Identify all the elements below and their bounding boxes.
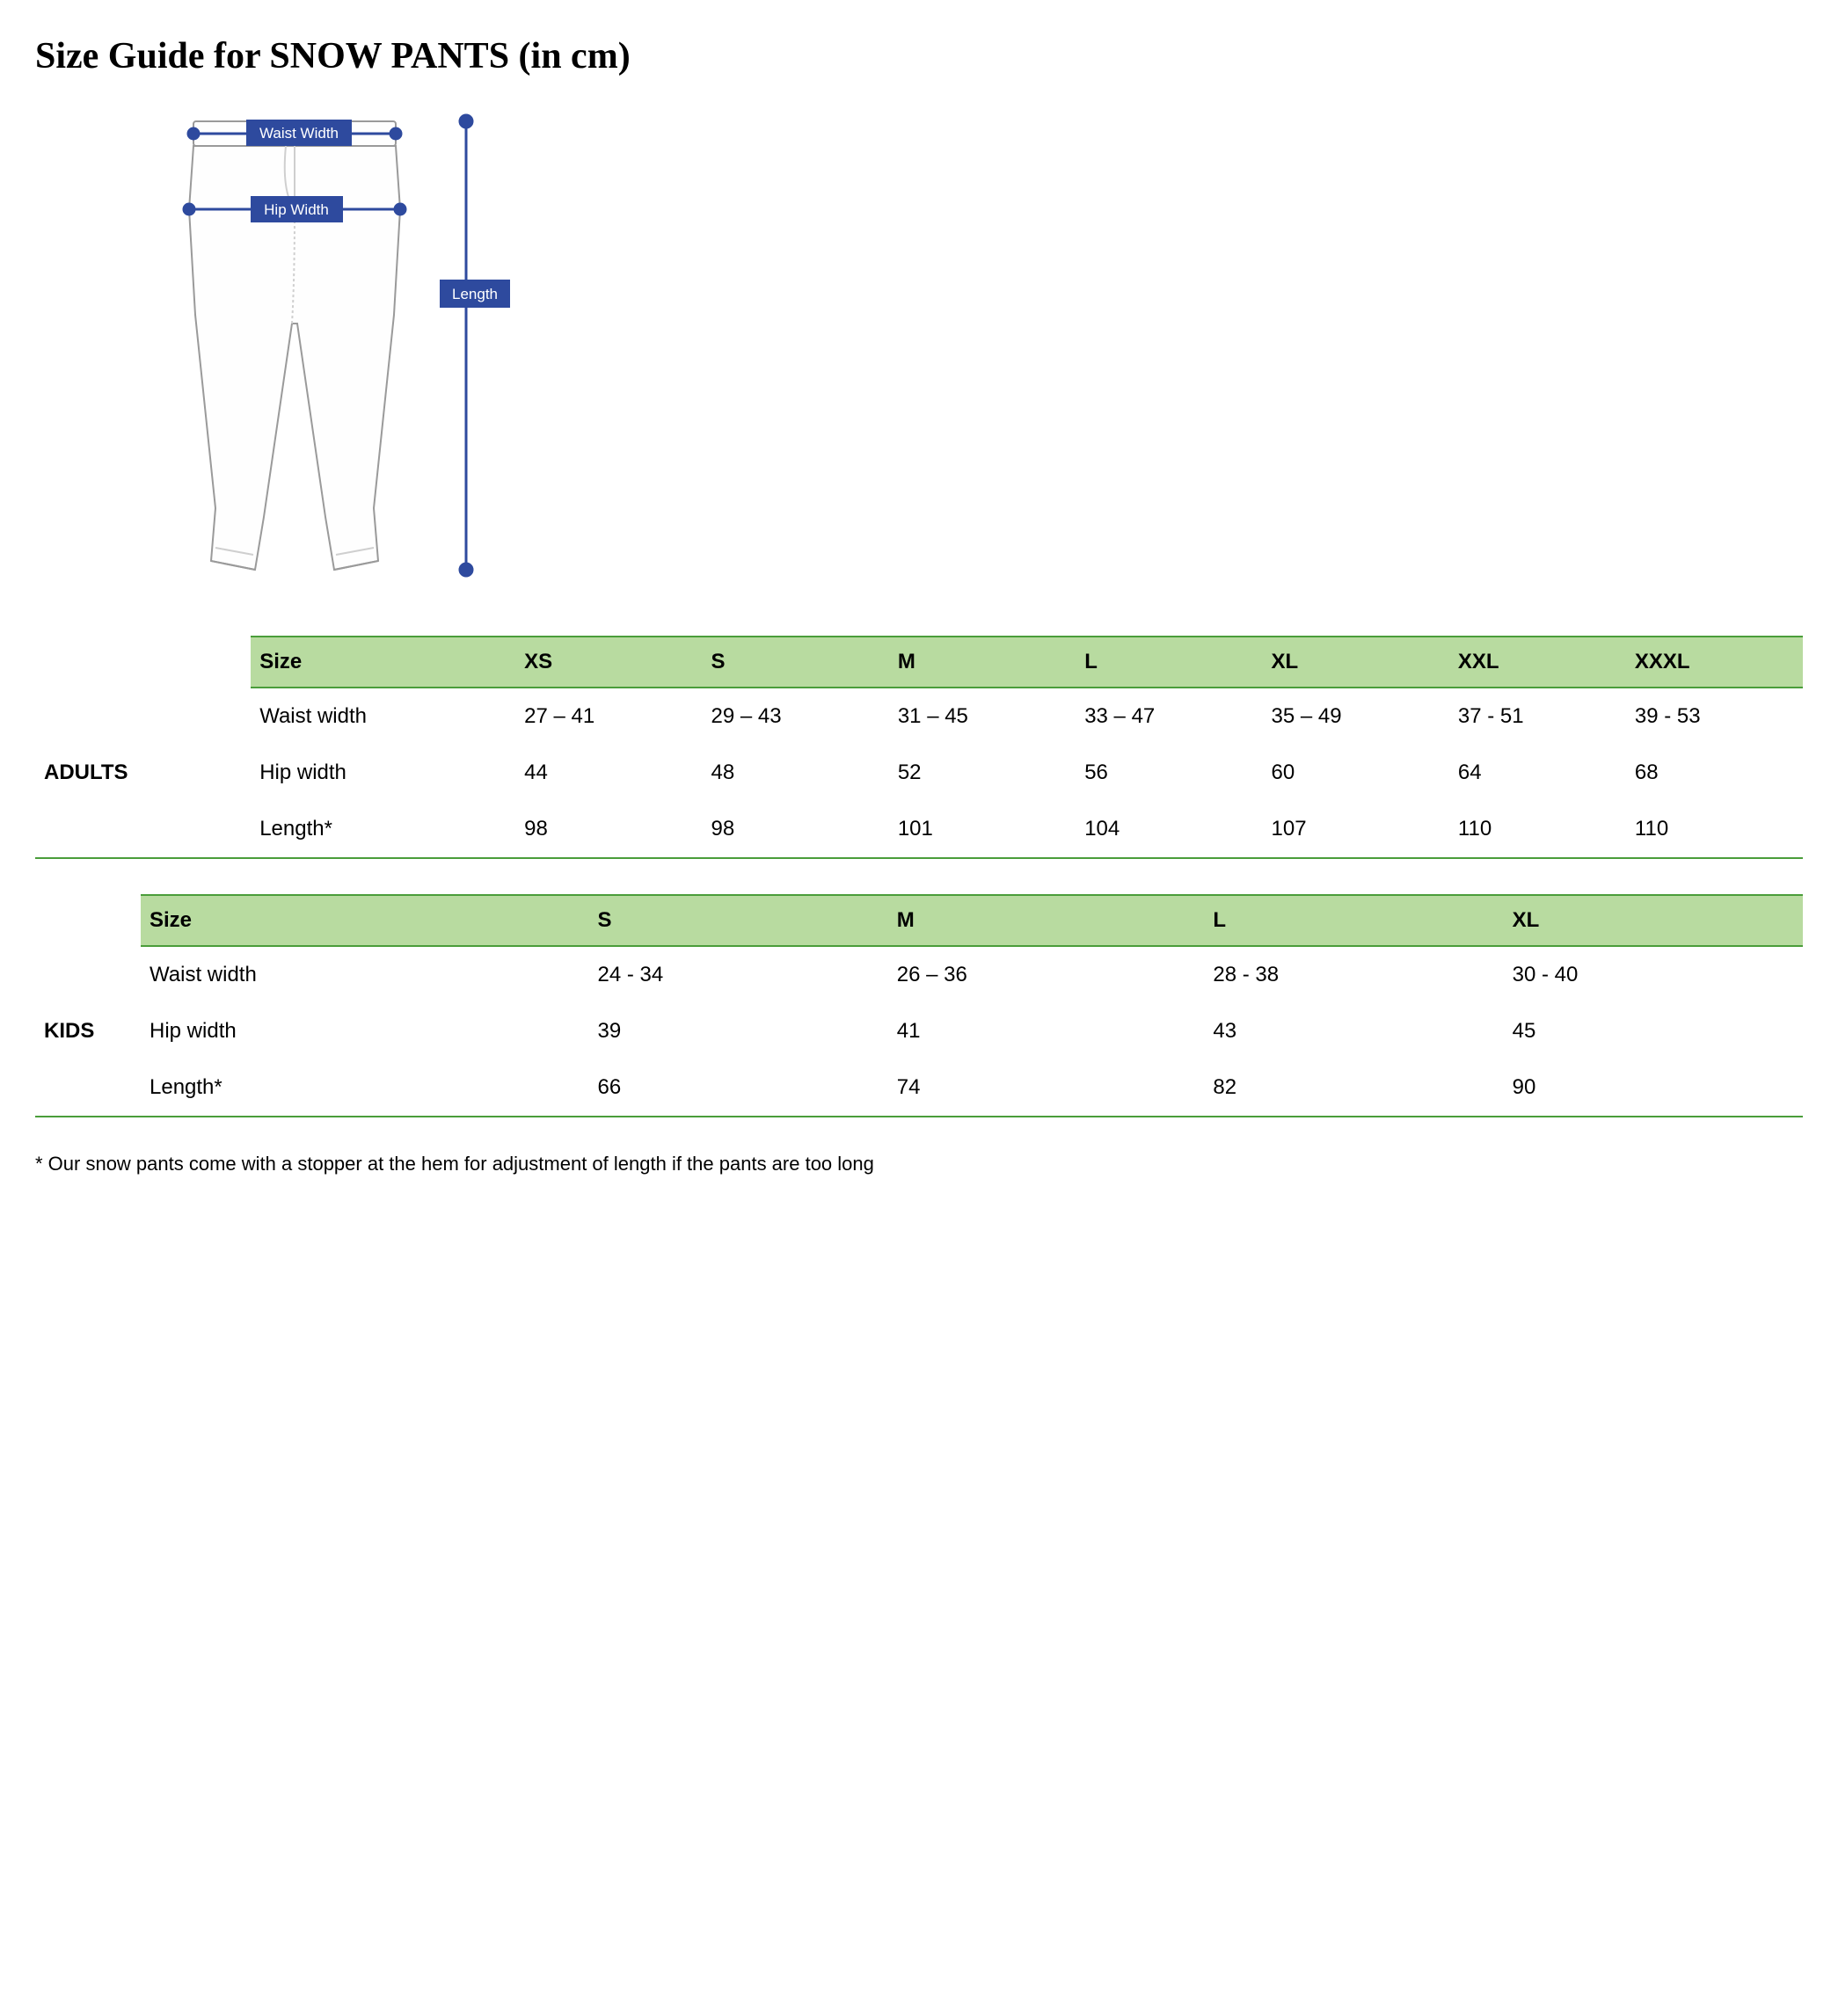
length-label: Length [452,286,498,302]
waist-width-label: Waist Width [259,125,339,142]
kids-header-row: Size S M L XL [35,895,1803,946]
kids-group-label: KIDS [35,1003,141,1059]
table-row: Waist width 27 – 41 29 – 43 31 – 45 33 –… [35,688,1803,745]
page-title: Size Guide for SNOW PANTS (in cm) [35,35,1803,77]
table-row: KIDS Hip width 39 41 43 45 [35,1003,1803,1059]
kids-size-table: Size S M L XL Waist width 24 - 34 26 – 3… [35,894,1803,1117]
adults-size-table: Size XS S M L XL XXL XXXL Waist width 27… [35,636,1803,859]
table-row: ADULTS Hip width 44 48 52 56 60 64 68 [35,745,1803,801]
adults-header-row: Size XS S M L XL XXL XXXL [35,637,1803,688]
pants-diagram: Waist Width Hip Width Length [141,104,1803,600]
adults-group-label: ADULTS [35,745,251,801]
table-row: Length* 98 98 101 104 107 110 110 [35,801,1803,858]
table-row: Waist width 24 - 34 26 – 36 28 - 38 30 -… [35,946,1803,1003]
hip-width-label: Hip Width [264,201,329,218]
table-row: Length* 66 74 82 90 [35,1059,1803,1117]
footnote: * Our snow pants come with a stopper at … [35,1153,1803,1175]
